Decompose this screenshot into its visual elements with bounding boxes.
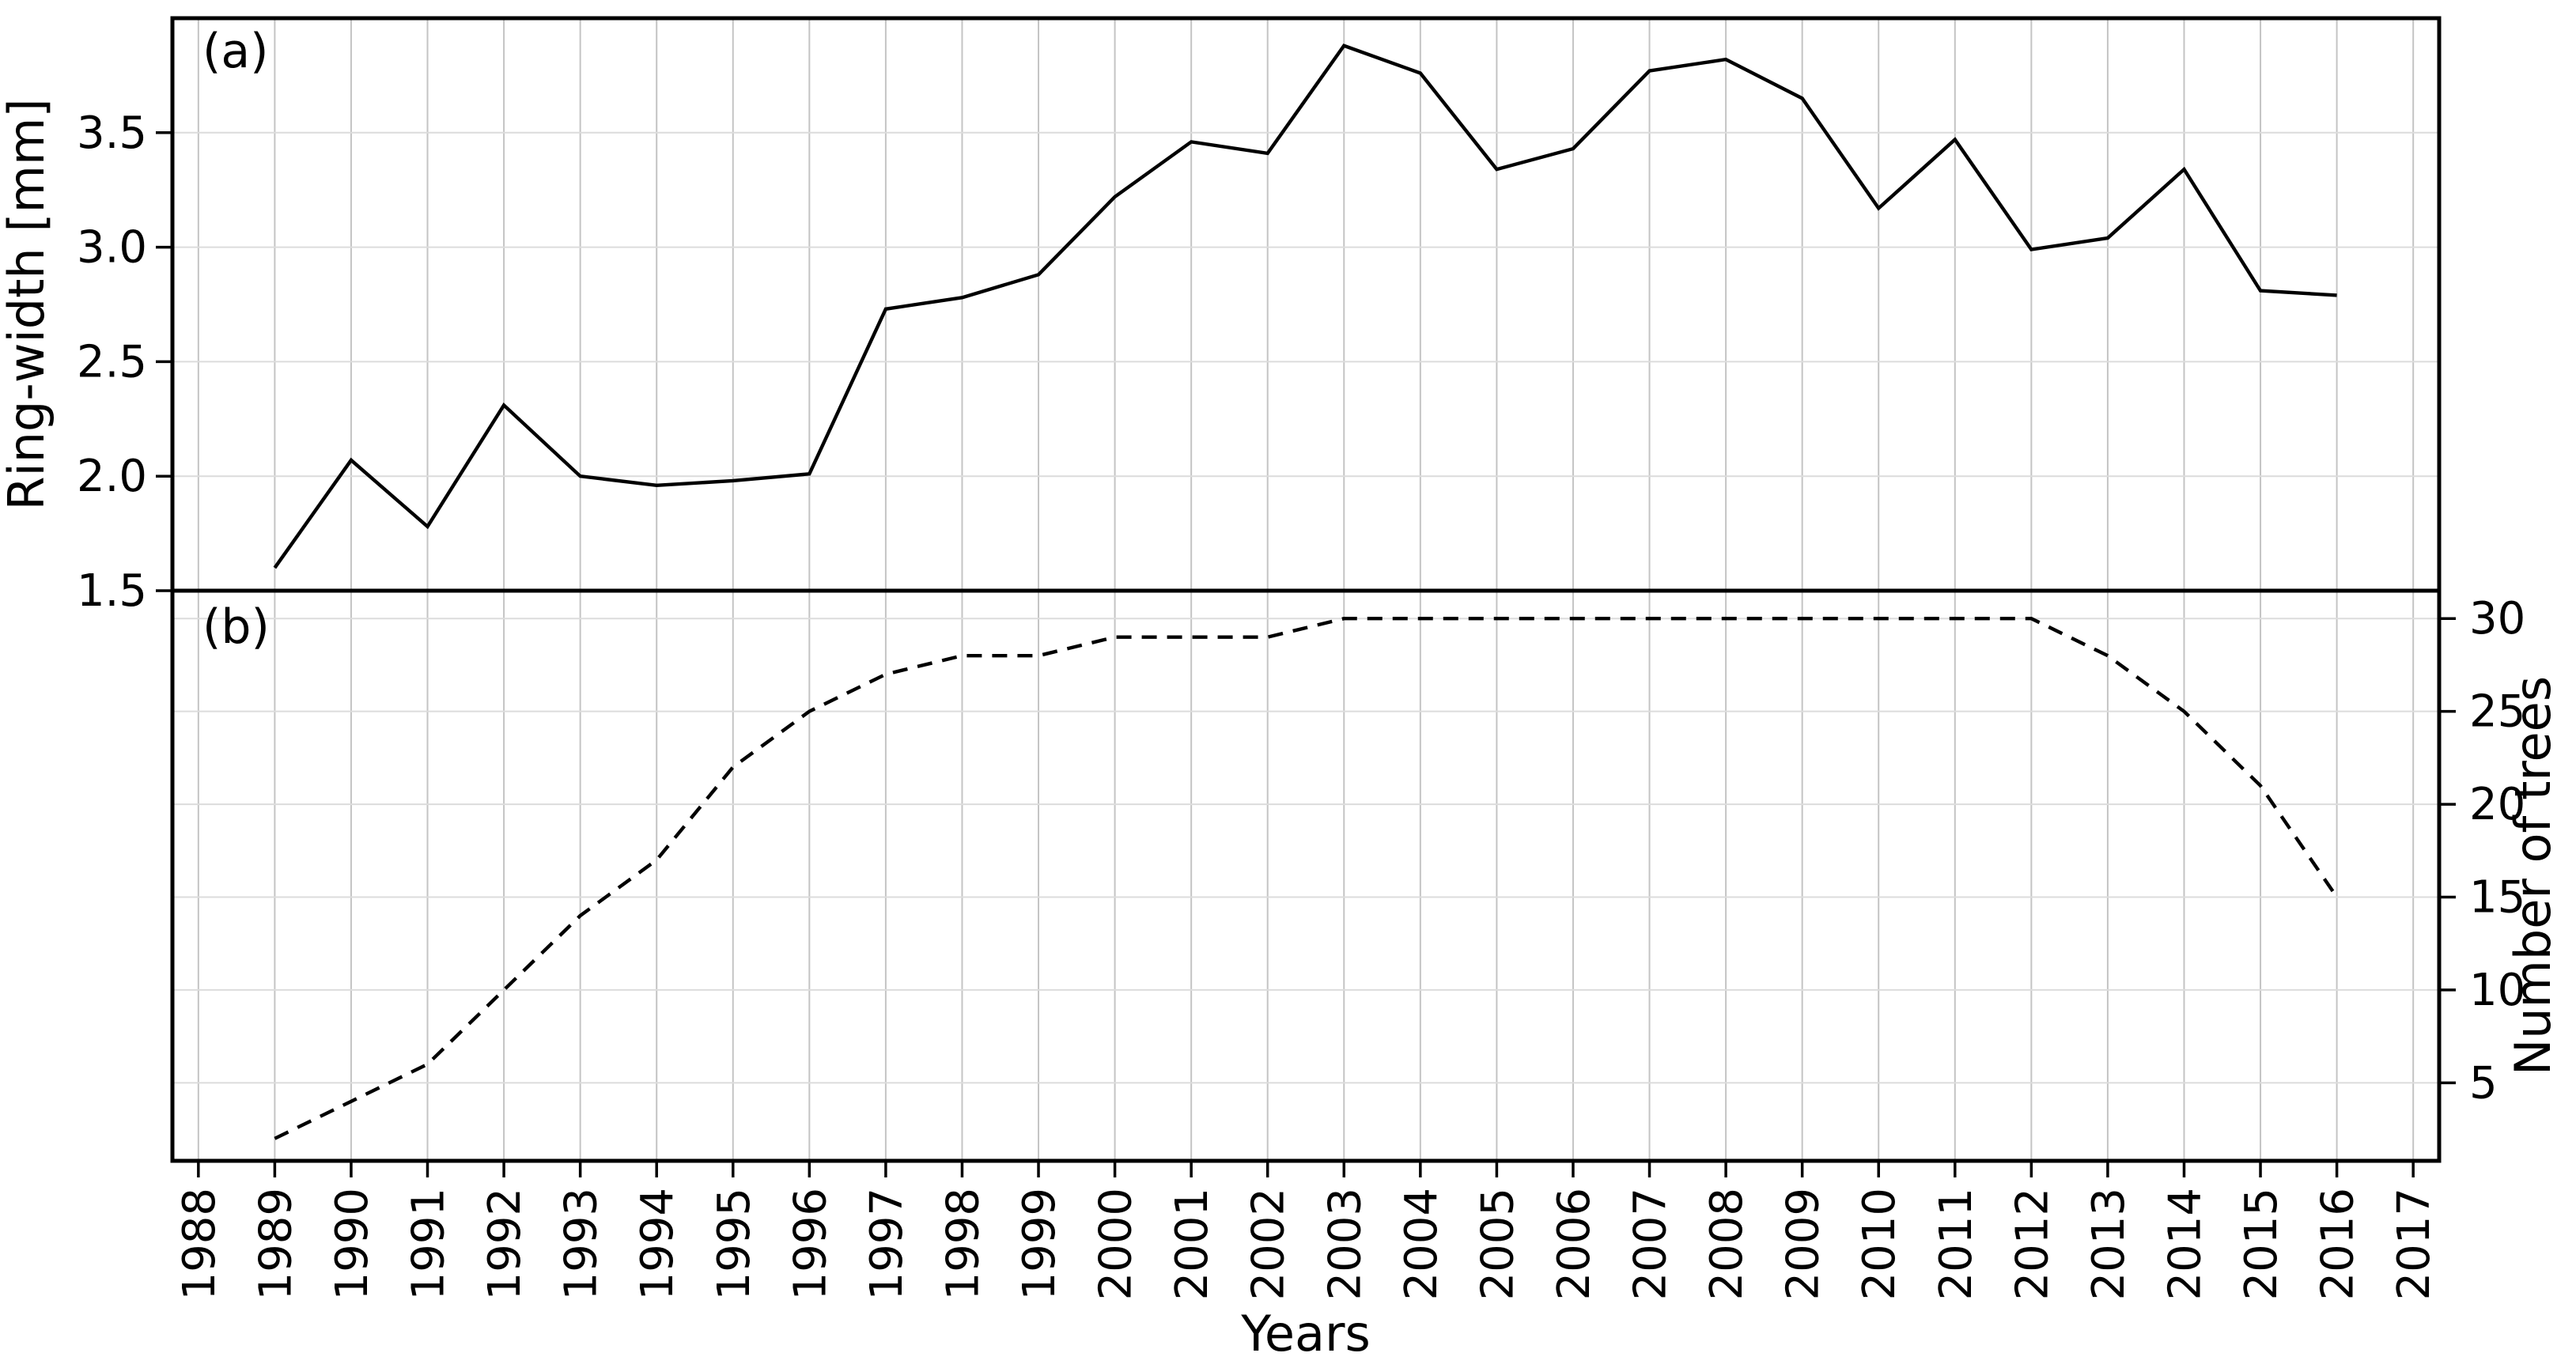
x-tick-label: 1995 (709, 1188, 760, 1301)
x-tick-label: 1989 (250, 1188, 301, 1301)
x-tick-label: 2013 (2083, 1188, 2135, 1301)
x-tick-label: 2004 (1396, 1188, 1447, 1301)
x-tick-label: 2012 (2007, 1188, 2058, 1301)
x-tick-label: 2002 (1243, 1188, 1295, 1301)
x-tick-label: 1988 (174, 1188, 225, 1301)
left-y-axis-title: Ring-width [mm] (0, 98, 55, 510)
panel-b-y-tick-label: 20 (2469, 779, 2525, 830)
x-tick-label: 2011 (1931, 1188, 1982, 1301)
panel-b-y-tick-label: 5 (2469, 1057, 2498, 1109)
x-axis-title: Years (1240, 1305, 1371, 1362)
x-tick-label: 2017 (2389, 1188, 2440, 1301)
x-tick-label: 1996 (785, 1188, 836, 1301)
x-tick-label: 2006 (1549, 1188, 1600, 1301)
x-tick-label: 1997 (861, 1188, 913, 1301)
x-tick-label: 2009 (1778, 1188, 1829, 1301)
panel-a-y-tick-label: 1.5 (77, 565, 147, 617)
panel-a-y-tick-label: 3.0 (77, 222, 147, 274)
panel-b-label: (b) (202, 599, 270, 655)
x-tick-label: 1994 (632, 1188, 683, 1301)
number-of-trees-line (274, 617, 2339, 1140)
x-tick-label: 2003 (1319, 1188, 1371, 1301)
x-tick-label: 2014 (2159, 1188, 2211, 1301)
x-tick-label: 2010 (1854, 1188, 1905, 1301)
panel-a-y-tick-label: 2.5 (77, 336, 147, 387)
ring-width-line (273, 43, 2337, 569)
panel-a-y-tick-label: 3.5 (77, 108, 147, 159)
x-tick-label: 2015 (2236, 1188, 2287, 1301)
x-tick-label: 1999 (1014, 1188, 1065, 1301)
x-tick-label: 1992 (479, 1188, 531, 1301)
x-tick-label: 2007 (1625, 1188, 1677, 1301)
x-tick-label: 2016 (2313, 1188, 2364, 1301)
panel-a-label: (a) (202, 24, 269, 79)
panel-b-y-tick-label: 25 (2469, 686, 2525, 738)
panel-b-border (170, 588, 2442, 1163)
x-tick-label: 2000 (1091, 1188, 1142, 1301)
x-tick-label: 2001 (1167, 1188, 1218, 1301)
x-tick-label: 2008 (1701, 1188, 1753, 1301)
panel-b-y-tick-label: 15 (2469, 872, 2525, 924)
panel-a-y-tick-label: 2.0 (77, 451, 147, 502)
panel-b-y-tick-label: 10 (2469, 965, 2525, 1016)
panel-b-y-tick-label: 30 (2469, 593, 2525, 644)
x-tick-label: 2005 (1472, 1188, 1523, 1301)
x-tick-label: 1990 (327, 1188, 378, 1301)
right-y-axis-title: Number of trees (2504, 676, 2562, 1075)
x-tick-label: 1998 (937, 1188, 989, 1301)
x-tick-label: 1993 (556, 1188, 607, 1301)
x-tick-label: 1991 (403, 1188, 455, 1301)
